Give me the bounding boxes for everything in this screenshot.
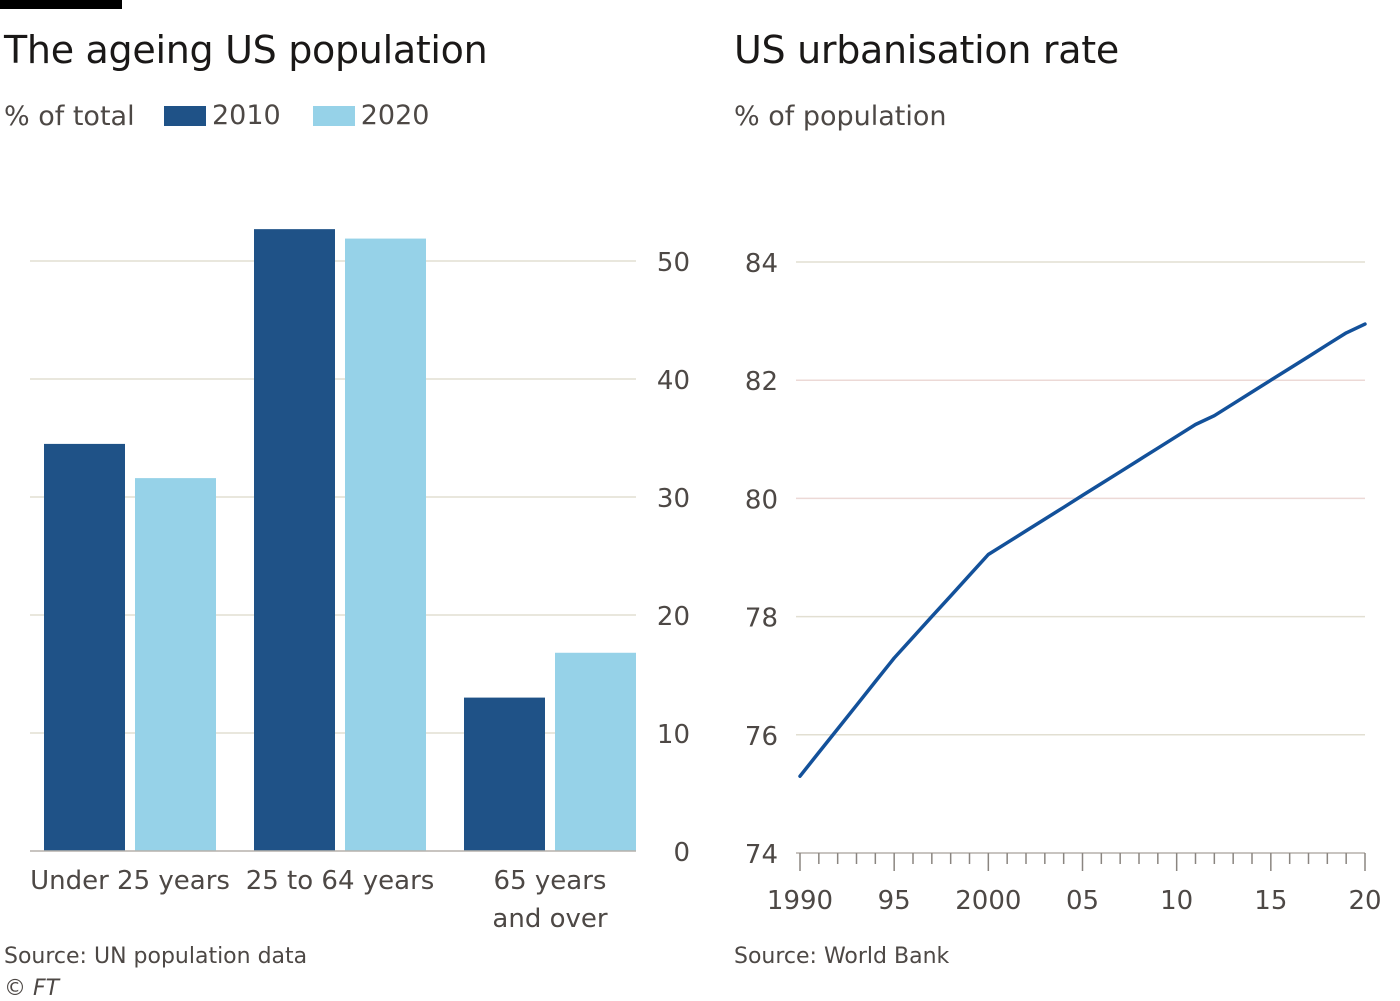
x-category-label: and over bbox=[492, 904, 607, 934]
y-tick-label: 20 bbox=[657, 602, 690, 632]
bar-2010-0 bbox=[44, 443, 125, 851]
legend-label-2010: 2010 bbox=[212, 100, 281, 131]
legend-swatch-2010 bbox=[164, 105, 206, 126]
x-tick-label: 2000 bbox=[955, 886, 1021, 916]
bar-2010-2 bbox=[464, 697, 545, 851]
x-tick-label: 05 bbox=[1066, 886, 1099, 916]
bar-2020-1 bbox=[345, 238, 426, 851]
legend-item-2010: 2010 bbox=[164, 100, 281, 131]
x-tick-label: 20 bbox=[1348, 886, 1381, 916]
bar-chart: 0 10 20 30 40 50 Under 25 years 25 to 64 years 6… bbox=[30, 229, 690, 934]
ft-top-rule bbox=[0, 0, 122, 9]
bar-chart-source: Source: UN population data bbox=[4, 944, 308, 969]
x-tick-label: 95 bbox=[878, 886, 911, 916]
legend-item-2020: 2020 bbox=[312, 100, 430, 131]
copyright: © FT bbox=[4, 976, 60, 1001]
y-tick-label: 78 bbox=[745, 604, 778, 634]
line-chart-title: US urbanisation rate bbox=[734, 28, 1119, 72]
y-tick-label: 30 bbox=[657, 484, 690, 514]
line-chart-subtitle: % of population bbox=[734, 101, 947, 132]
y-tick-label: 76 bbox=[745, 722, 778, 752]
x-tick-label: 10 bbox=[1160, 886, 1193, 916]
x-category-label: Under 25 years bbox=[30, 866, 230, 896]
x-category-label: 25 to 64 years bbox=[246, 866, 435, 896]
line-chart-source: Source: World Bank bbox=[734, 944, 950, 969]
legend-swatch-2020 bbox=[312, 105, 355, 126]
bar-chart-subtitle: % of total bbox=[4, 101, 135, 132]
x-category-label: 65 years bbox=[494, 866, 607, 896]
x-tick-label: 15 bbox=[1254, 886, 1287, 916]
y-tick-label: 10 bbox=[657, 720, 690, 750]
legend-label-2020: 2020 bbox=[360, 100, 430, 131]
y-tick-label: 74 bbox=[745, 840, 778, 870]
y-tick-label: 84 bbox=[745, 249, 778, 279]
y-tick-label: 80 bbox=[745, 485, 778, 515]
bar-chart-legend: 2010 2020 bbox=[164, 100, 461, 131]
urbanisation-line bbox=[798, 322, 1367, 778]
bar-2020-0 bbox=[135, 478, 216, 851]
y-tick-label: 40 bbox=[657, 366, 690, 396]
y-tick-label: 50 bbox=[657, 248, 690, 278]
bar-2020-2 bbox=[555, 652, 636, 851]
y-tick-label: 0 bbox=[673, 838, 690, 868]
bar-chart-title: The ageing US population bbox=[4, 28, 488, 72]
y-tick-label: 82 bbox=[745, 367, 778, 397]
bar-2010-1 bbox=[254, 229, 335, 851]
x-tick-label: 1990 bbox=[767, 886, 833, 916]
